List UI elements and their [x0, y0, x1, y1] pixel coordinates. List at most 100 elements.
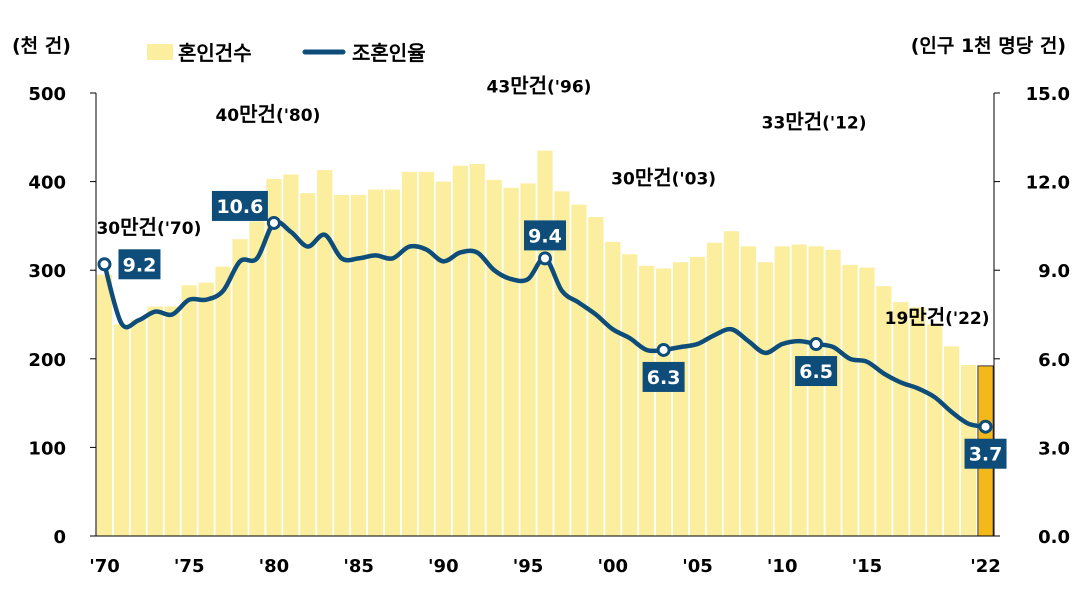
bar-1976	[198, 282, 214, 536]
bar-1999	[588, 217, 604, 537]
legend-bar-label: 혼인건수	[178, 41, 252, 65]
rate-label-box-1970	[118, 249, 161, 280]
bar-1973	[147, 306, 163, 536]
bar-1998	[571, 204, 587, 536]
bar-1978	[232, 239, 248, 536]
rate-label-box-1996	[524, 220, 566, 251]
bar-1997	[554, 191, 570, 536]
bar-2003	[655, 268, 672, 536]
left-tick-label: 0	[53, 527, 66, 548]
rate-label-1996: 9.4	[528, 225, 562, 247]
annotation-2012: 33만건('12)	[762, 109, 867, 133]
annotation-1980: 40만건('80)	[215, 102, 320, 126]
right-tick-label: 9.0	[1038, 261, 1070, 282]
rate-marker-2022	[978, 419, 993, 434]
bar-2018	[910, 307, 926, 536]
bar-1977	[215, 266, 231, 536]
bar-2016	[876, 286, 892, 536]
bar-1984	[334, 194, 350, 536]
bar-1990	[435, 181, 451, 536]
x-tick-label: '70	[89, 556, 120, 577]
bar-1983	[317, 170, 333, 536]
right-tick-label: 15.0	[1026, 84, 1070, 105]
x-tick-label: '05	[682, 556, 713, 577]
bar-1992	[469, 163, 485, 536]
bar-2019	[927, 324, 943, 536]
legend-line-label: 조혼인율	[352, 41, 426, 65]
x-tick-label: '75	[174, 556, 205, 577]
left-tick-label: 300	[28, 261, 66, 282]
right-tick-label: 6.0	[1038, 350, 1070, 371]
bar-1981	[283, 174, 299, 536]
x-tick-label: '95	[513, 556, 544, 577]
left-axis-unit: (천 건)	[12, 35, 71, 57]
bar-1974	[164, 306, 180, 536]
bar-2001	[622, 254, 638, 536]
bar-1988	[401, 171, 418, 536]
bar-2013	[825, 249, 841, 536]
x-tick-label: '00	[597, 556, 628, 577]
rate-label-2003: 6.3	[647, 367, 681, 389]
bar-2017	[893, 302, 909, 536]
left-tick-label: 100	[28, 438, 66, 459]
legend-bar-swatch	[147, 44, 173, 60]
rate-marker-1980	[266, 215, 281, 230]
annotation-1970: 30만건('70)	[96, 215, 201, 239]
bar-1985	[351, 194, 367, 536]
bar-1986	[367, 189, 384, 536]
x-tick-label: '80	[259, 556, 290, 577]
bar-2014	[842, 264, 858, 536]
bar-2020	[944, 346, 960, 536]
bar-1993	[486, 179, 502, 536]
x-tick-label: '10	[767, 556, 798, 577]
right-axis-unit: (인구 1천 명당 건)	[911, 35, 1066, 57]
bar-2005	[689, 256, 706, 536]
x-tick-label: '15	[852, 556, 883, 577]
bar-1980	[266, 178, 282, 536]
x-tick-label: '90	[428, 556, 459, 577]
x-tick-label: '85	[343, 556, 374, 577]
bar-2010	[774, 246, 790, 536]
rate-marker-1996	[538, 251, 552, 266]
x-tick-label: '22	[970, 556, 1001, 577]
rate-label-box-2012	[795, 356, 838, 387]
bar-1970	[96, 274, 113, 536]
annotation-2003: 30만건('03)	[611, 165, 716, 189]
bar-2008	[740, 246, 756, 536]
bar-2002	[639, 265, 655, 536]
rate-label-box-1980	[211, 190, 268, 221]
bar-1982	[300, 193, 316, 536]
bar-1996	[537, 150, 553, 536]
bar-1975	[181, 285, 197, 536]
rate-label-2022: 3.7	[969, 444, 1003, 466]
bar-2000	[605, 241, 621, 536]
left-tick-label: 200	[28, 350, 66, 371]
bar-1989	[418, 171, 435, 536]
rate-label-1980: 10.6	[216, 196, 263, 218]
annotation-2022: 19만건('22)	[885, 305, 990, 329]
bar-2006	[706, 242, 723, 537]
rate-marker-2003	[656, 342, 671, 357]
bar-2011	[791, 244, 807, 536]
right-tick-label: 3.0	[1038, 438, 1070, 459]
annotation-1996: 43만건('96)	[487, 74, 592, 98]
left-tick-label: 400	[28, 173, 66, 194]
rate-label-1970: 9.2	[123, 254, 157, 276]
bar-1979	[249, 221, 265, 536]
rate-label-box-2022	[964, 438, 1007, 469]
rate-marker-1970	[97, 257, 112, 272]
bar-1972	[130, 319, 146, 536]
bar-1994	[503, 187, 519, 537]
rate-label-2012: 6.5	[799, 361, 833, 383]
right-tick-label: 12.0	[1026, 173, 1070, 194]
bar-2012	[808, 246, 824, 536]
left-tick-label: 500	[28, 84, 66, 105]
bar-2007	[723, 231, 739, 536]
bar-2009	[757, 262, 773, 536]
rate-marker-2012	[809, 337, 824, 352]
bar-1971	[113, 324, 130, 536]
bar-1987	[384, 189, 401, 536]
legend: 혼인건수 조혼인율	[147, 41, 426, 65]
bar-2004	[672, 262, 689, 536]
